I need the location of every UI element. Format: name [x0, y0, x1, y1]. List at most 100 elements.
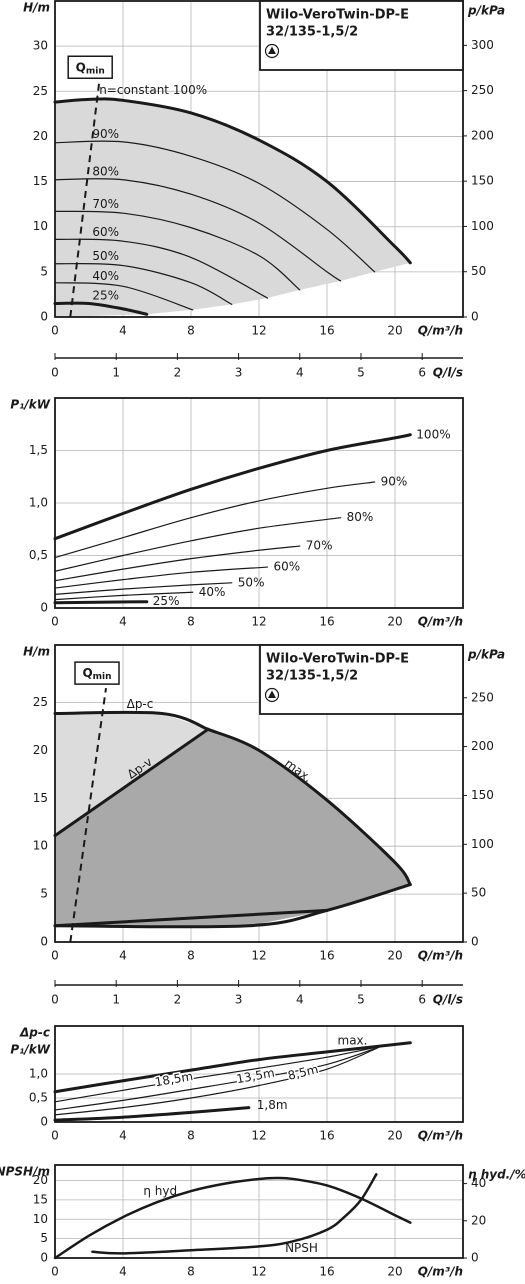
y-tick-label: 0,5	[29, 1091, 48, 1105]
x2-tick-label: 4	[296, 993, 304, 1007]
y-tick-label: 5	[40, 1231, 48, 1245]
plot-frame	[54, 397, 464, 609]
y-tick-label: 10	[33, 1212, 48, 1226]
x2-tick-label: 0	[51, 993, 59, 1007]
y-tick-label: 25	[33, 84, 48, 98]
curve	[54, 1045, 382, 1111]
y-tick-label: 15	[33, 174, 48, 188]
x-tick-label: 0	[51, 615, 59, 629]
curve	[54, 1045, 382, 1116]
curve	[53, 883, 412, 929]
x2-tick-label: 0	[51, 366, 59, 380]
curve	[54, 238, 269, 299]
qmin-line	[69, 82, 101, 318]
y-tick-label: 20	[33, 743, 48, 757]
curve-label: 25%	[92, 288, 119, 302]
curve	[54, 210, 301, 291]
y-tick-label: 30	[33, 39, 48, 53]
y2-tick-label: 100	[471, 219, 494, 233]
curve-label: 90%	[381, 475, 408, 489]
curve-label: 80%	[92, 164, 119, 178]
curve	[53, 600, 149, 605]
info-text: Wilo-VeroTwin-DP-E	[266, 8, 409, 23]
qmin-box	[67, 55, 113, 80]
y-tick-label: 0	[40, 1251, 48, 1265]
curve-label: 25%	[153, 594, 180, 608]
qmin-label-main: Q	[76, 60, 86, 74]
y2-axis-label: p/kPa	[467, 4, 505, 18]
x-axis-label: Q/m³/h	[418, 1265, 463, 1279]
curve	[206, 727, 412, 887]
curve	[53, 1106, 251, 1122]
x-tick-label: 20	[387, 324, 402, 338]
info-box	[259, 644, 464, 715]
y-tick-label: 0	[40, 1115, 48, 1129]
curve	[54, 140, 376, 273]
x2-tick-label: 1	[112, 993, 120, 1007]
y-axis-label: P₁/kW	[10, 1043, 50, 1057]
x-tick-label: 12	[251, 1265, 266, 1279]
qmin-label-sub: min	[93, 672, 112, 682]
info-box	[259, 0, 464, 71]
x-tick-label: 12	[251, 615, 266, 629]
y-tick-label: 20	[33, 129, 48, 143]
curve-label: max.	[338, 1034, 368, 1048]
y-tick-label: 20	[33, 1173, 48, 1187]
x-tick-label: 4	[119, 324, 127, 338]
y2-tick-label: 0	[471, 310, 479, 324]
y-axis-label: P₁/kW	[10, 398, 50, 412]
x-tick-label: 8	[187, 1129, 195, 1143]
x-tick-label: 16	[319, 949, 334, 963]
x2-tick-label: 3	[235, 366, 243, 380]
curve	[53, 1041, 412, 1094]
curve-label: 50%	[238, 575, 265, 589]
curve	[53, 710, 210, 731]
y2-tick-label: 40	[471, 1176, 486, 1190]
y-tick-label: 1,0	[29, 1067, 48, 1081]
y2-tick-label: 200	[471, 739, 494, 753]
x-tick-label: 12	[251, 1129, 266, 1143]
x-tick-label: 16	[319, 1129, 334, 1143]
curve	[53, 97, 412, 265]
plot-frame	[54, 1164, 464, 1259]
qmin-label: Qmin	[82, 666, 111, 682]
x-tick-label: 8	[187, 949, 195, 963]
info-text: 32/135-1,5/2	[266, 25, 358, 40]
x-tick-label: 12	[251, 949, 266, 963]
y2-tick-label: 50	[471, 886, 486, 900]
x2-axis-label: Q/l/s	[433, 993, 463, 1007]
x-tick-label: 20	[387, 615, 402, 629]
y-tick-label: 1,5	[29, 443, 48, 457]
y2-tick-label: 100	[471, 837, 494, 851]
x2-tick-label: 2	[174, 366, 182, 380]
x-tick-label: 12	[251, 324, 266, 338]
x-tick-label: 0	[51, 949, 59, 963]
y-axis-label: H/m	[23, 645, 50, 659]
y-tick-label: 15	[33, 791, 48, 805]
x-tick-label: 4	[119, 1129, 127, 1143]
operating-area	[55, 99, 411, 317]
x2-tick-label: 2	[174, 993, 182, 1007]
x-tick-label: 8	[187, 324, 195, 338]
x-tick-label: 20	[387, 1129, 402, 1143]
qmin-label: Qmin	[76, 60, 105, 76]
curve	[53, 301, 149, 316]
x2-tick-label: 1	[112, 366, 120, 380]
curve	[53, 433, 412, 541]
x-tick-label: 16	[319, 324, 334, 338]
y-tick-label: 1,0	[29, 496, 48, 510]
curve	[54, 282, 194, 311]
y2-tick-label: 0	[471, 935, 479, 949]
x2-tick-label: 5	[357, 366, 365, 380]
x-axis-label: Q/m³/h	[418, 615, 463, 629]
y2-tick-label: 200	[471, 128, 494, 142]
x-tick-label: 16	[319, 1265, 334, 1279]
y2-tick-label: 0	[471, 1251, 479, 1265]
curve-label: 70%	[92, 197, 119, 211]
curve-label: η hyd.	[143, 1184, 181, 1198]
x-tick-label: 8	[187, 615, 195, 629]
plot-frame	[54, 1025, 464, 1123]
x-axis-label: Q/m³/h	[418, 1129, 463, 1143]
y2-tick-label: 150	[471, 174, 494, 188]
